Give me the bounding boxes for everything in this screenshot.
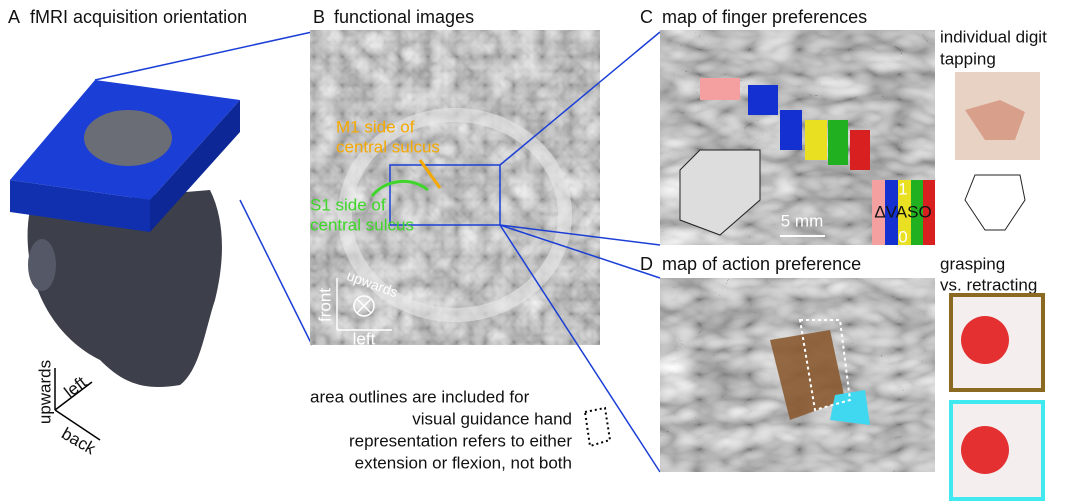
photo-ball [961, 316, 1009, 364]
axis-label: left [61, 373, 91, 402]
axis-label: back [58, 424, 99, 459]
side-title: vs. retracting [940, 275, 1037, 294]
scale-label: 5 mm [781, 211, 824, 230]
outline-icon [585, 408, 610, 446]
note-line: representation refers to either [349, 431, 572, 450]
colorbar-label: 1 [898, 179, 907, 198]
axis-label: upwards [35, 360, 54, 424]
connector [95, 32, 312, 80]
side-title: individual digit [940, 27, 1047, 46]
map-patch [780, 110, 802, 150]
note-line: visual guidance hand [412, 409, 572, 428]
panel-title: functional images [334, 7, 474, 27]
s1-label: central sulcus [310, 215, 414, 234]
photo-ball [961, 426, 1009, 474]
side-title: tapping [940, 49, 996, 68]
panel-title: fMRI acquisition orientation [30, 7, 247, 27]
panel-title: map of action preference [662, 254, 861, 274]
note-line: extension or flexion, not both [355, 453, 572, 472]
note-line: area outlines are included for [310, 387, 530, 406]
ear [28, 239, 56, 291]
map-patch [850, 130, 870, 170]
colorbar-label: ΔVASO [874, 202, 931, 221]
s1-label: S1 side of [310, 195, 386, 214]
figure: A fMRI acquisition orientation upwards l… [0, 0, 1072, 502]
panel-label: A [8, 7, 20, 27]
map-patch [805, 120, 827, 160]
panel-label: D [640, 254, 653, 274]
glove-icon [965, 175, 1025, 230]
connector [240, 200, 312, 345]
map-patch [700, 78, 740, 100]
m1-label: central sulcus [336, 137, 440, 156]
head-top [84, 110, 172, 166]
compass-label: left [353, 329, 376, 348]
compass-label: front [315, 288, 334, 322]
map-patch [748, 85, 778, 115]
panel-title: map of finger preferences [662, 7, 867, 27]
m1-label: M1 side of [336, 117, 415, 136]
colorbar-label: 0 [898, 227, 907, 246]
panel-label: C [640, 7, 653, 27]
side-title: grasping [940, 254, 1005, 273]
map-patch [828, 120, 848, 165]
panel-label: B [313, 7, 325, 27]
